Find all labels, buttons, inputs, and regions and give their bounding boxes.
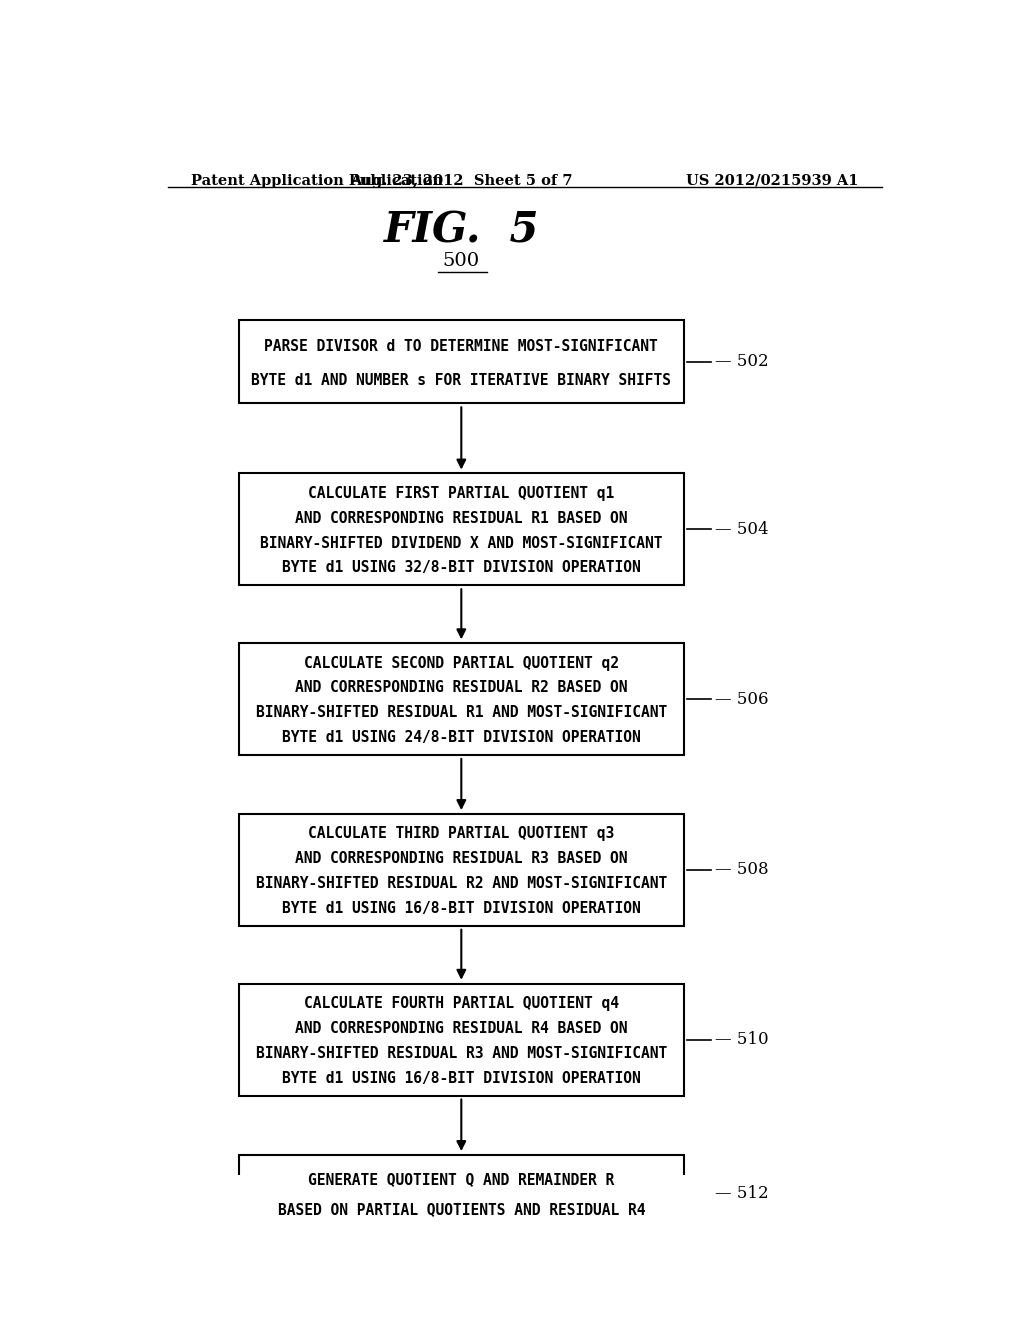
Text: FIG.  5: FIG. 5 (384, 210, 539, 251)
Text: Patent Application Publication: Patent Application Publication (191, 174, 443, 187)
Text: BINARY-SHIFTED RESIDUAL R2 AND MOST-SIGNIFICANT: BINARY-SHIFTED RESIDUAL R2 AND MOST-SIGN… (256, 876, 667, 891)
Text: CALCULATE THIRD PARTIAL QUOTIENT q3: CALCULATE THIRD PARTIAL QUOTIENT q3 (308, 826, 614, 841)
FancyBboxPatch shape (239, 1155, 684, 1232)
Text: 500: 500 (442, 252, 480, 269)
FancyBboxPatch shape (239, 983, 684, 1096)
Text: BINARY-SHIFTED DIVIDEND X AND MOST-SIGNIFICANT: BINARY-SHIFTED DIVIDEND X AND MOST-SIGNI… (260, 536, 663, 550)
Text: GENERATE QUOTIENT Q AND REMAINDER R: GENERATE QUOTIENT Q AND REMAINDER R (308, 1172, 614, 1187)
FancyBboxPatch shape (239, 814, 684, 925)
Text: BYTE d1 AND NUMBER s FOR ITERATIVE BINARY SHIFTS: BYTE d1 AND NUMBER s FOR ITERATIVE BINAR… (251, 372, 672, 388)
Text: AND CORRESPONDING RESIDUAL R4 BASED ON: AND CORRESPONDING RESIDUAL R4 BASED ON (295, 1020, 628, 1036)
Text: BYTE d1 USING 16/8-BIT DIVISION OPERATION: BYTE d1 USING 16/8-BIT DIVISION OPERATIO… (282, 900, 641, 916)
Text: Aug. 23, 2012  Sheet 5 of 7: Aug. 23, 2012 Sheet 5 of 7 (350, 174, 572, 187)
FancyBboxPatch shape (239, 474, 684, 585)
Text: — 508: — 508 (715, 862, 769, 878)
Text: US 2012/0215939 A1: US 2012/0215939 A1 (686, 174, 858, 187)
Text: — 502: — 502 (715, 354, 769, 370)
Text: — 506: — 506 (715, 690, 769, 708)
Text: AND CORRESPONDING RESIDUAL R3 BASED ON: AND CORRESPONDING RESIDUAL R3 BASED ON (295, 851, 628, 866)
Text: BASED ON PARTIAL QUOTIENTS AND RESIDUAL R4: BASED ON PARTIAL QUOTIENTS AND RESIDUAL … (278, 1203, 645, 1217)
Text: AND CORRESPONDING RESIDUAL R2 BASED ON: AND CORRESPONDING RESIDUAL R2 BASED ON (295, 680, 628, 696)
Text: AND CORRESPONDING RESIDUAL R1 BASED ON: AND CORRESPONDING RESIDUAL R1 BASED ON (295, 511, 628, 525)
Text: — 512: — 512 (715, 1184, 769, 1201)
Text: — 510: — 510 (715, 1031, 769, 1048)
FancyBboxPatch shape (239, 643, 684, 755)
Text: CALCULATE SECOND PARTIAL QUOTIENT q2: CALCULATE SECOND PARTIAL QUOTIENT q2 (304, 656, 618, 671)
FancyBboxPatch shape (239, 319, 684, 404)
Text: CALCULATE FOURTH PARTIAL QUOTIENT q4: CALCULATE FOURTH PARTIAL QUOTIENT q4 (304, 997, 618, 1011)
Text: BYTE d1 USING 24/8-BIT DIVISION OPERATION: BYTE d1 USING 24/8-BIT DIVISION OPERATIO… (282, 730, 641, 744)
Text: BYTE d1 USING 16/8-BIT DIVISION OPERATION: BYTE d1 USING 16/8-BIT DIVISION OPERATIO… (282, 1071, 641, 1085)
Text: BINARY-SHIFTED RESIDUAL R3 AND MOST-SIGNIFICANT: BINARY-SHIFTED RESIDUAL R3 AND MOST-SIGN… (256, 1045, 667, 1061)
Text: — 504: — 504 (715, 521, 769, 537)
Text: BYTE d1 USING 32/8-BIT DIVISION OPERATION: BYTE d1 USING 32/8-BIT DIVISION OPERATIO… (282, 561, 641, 576)
Text: PARSE DIVISOR d TO DETERMINE MOST-SIGNIFICANT: PARSE DIVISOR d TO DETERMINE MOST-SIGNIF… (264, 339, 658, 354)
Text: BINARY-SHIFTED RESIDUAL R1 AND MOST-SIGNIFICANT: BINARY-SHIFTED RESIDUAL R1 AND MOST-SIGN… (256, 705, 667, 721)
Text: CALCULATE FIRST PARTIAL QUOTIENT q1: CALCULATE FIRST PARTIAL QUOTIENT q1 (308, 486, 614, 500)
